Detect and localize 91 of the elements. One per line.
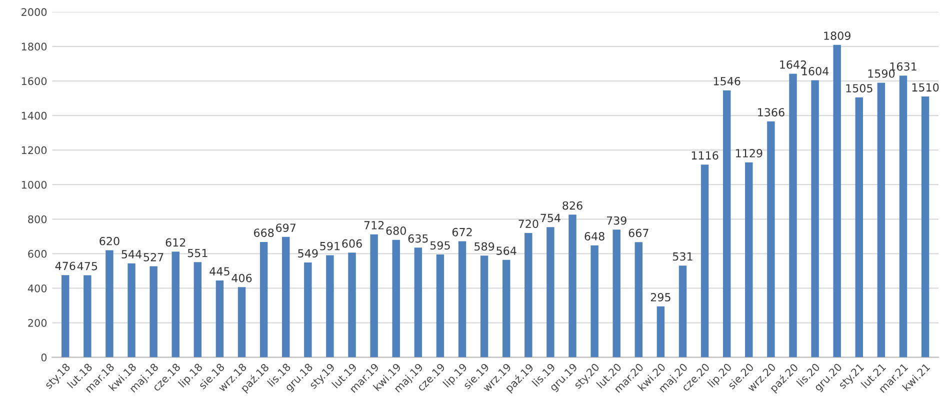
y-tick-label: 1000 xyxy=(22,180,47,189)
data-label: 531 xyxy=(673,252,692,261)
data-label: 527 xyxy=(144,252,164,262)
bar xyxy=(304,262,312,358)
y-tick-label: 1800 xyxy=(22,42,47,51)
y-tick-label: 800 xyxy=(28,215,47,224)
data-label: 476 xyxy=(55,262,76,270)
data-label: 544 xyxy=(122,250,142,258)
data-label: 680 xyxy=(386,226,406,235)
data-label: 606 xyxy=(342,239,362,248)
bar xyxy=(634,242,643,358)
bar xyxy=(899,76,908,358)
data-label: 1546 xyxy=(714,76,740,86)
data-label: 648 xyxy=(584,232,604,240)
bar xyxy=(700,164,709,358)
bar xyxy=(436,254,444,358)
bar xyxy=(612,230,620,358)
data-label: 1366 xyxy=(758,108,784,116)
data-label: 475 xyxy=(77,262,98,270)
bar xyxy=(282,236,290,358)
data-label: 445 xyxy=(210,267,230,276)
y-tick-label: 0 xyxy=(41,354,47,362)
data-label: 754 xyxy=(540,214,560,222)
data-label: 295 xyxy=(650,293,670,302)
y-tick-label: 400 xyxy=(28,284,47,292)
data-label: 1631 xyxy=(890,62,916,71)
bar xyxy=(656,306,665,358)
bar xyxy=(106,250,114,358)
bar xyxy=(216,280,224,358)
data-label: 1116 xyxy=(692,151,718,160)
bar xyxy=(678,266,687,358)
bar xyxy=(877,82,886,358)
data-label: 549 xyxy=(298,249,318,258)
data-label: 1590 xyxy=(868,69,895,78)
data-label: 1604 xyxy=(802,66,829,76)
bar xyxy=(414,248,422,358)
data-label: 635 xyxy=(408,234,428,243)
data-label: 591 xyxy=(320,242,340,250)
bar xyxy=(767,121,775,358)
y-tick-label: 600 xyxy=(28,250,47,258)
bar xyxy=(480,256,488,358)
bar xyxy=(568,214,576,358)
data-label: 1510 xyxy=(912,83,939,92)
data-label: 667 xyxy=(628,228,648,238)
bar xyxy=(238,287,246,358)
bar xyxy=(84,275,92,358)
data-label: 1129 xyxy=(736,148,762,158)
y-tick-label: 1400 xyxy=(22,112,47,120)
data-label: 564 xyxy=(496,246,516,255)
bar xyxy=(150,266,158,358)
bar xyxy=(745,162,753,358)
data-label: 668 xyxy=(254,228,274,238)
bar xyxy=(260,242,268,358)
bar xyxy=(833,44,841,358)
bar xyxy=(458,241,466,358)
bar xyxy=(855,97,863,358)
y-tick-label: 200 xyxy=(28,318,47,327)
data-label: 720 xyxy=(518,220,538,228)
y-tick-label: 2000 xyxy=(22,8,47,16)
y-tick-label: 1200 xyxy=(22,146,47,154)
data-label: 551 xyxy=(188,248,208,258)
data-label: 1642 xyxy=(780,60,806,69)
data-label: 612 xyxy=(166,238,186,247)
bar xyxy=(546,227,554,358)
data-label: 406 xyxy=(232,274,252,282)
bar xyxy=(194,262,202,358)
data-label: 672 xyxy=(452,228,472,236)
data-label: 620 xyxy=(100,236,120,246)
bar xyxy=(789,74,797,358)
bar xyxy=(722,90,731,358)
bar xyxy=(62,275,70,358)
data-label: 1809 xyxy=(824,32,850,40)
bar xyxy=(172,252,180,358)
data-label: 595 xyxy=(430,241,450,250)
bar xyxy=(590,245,598,358)
data-label: 826 xyxy=(562,201,582,210)
y-tick-label: 1600 xyxy=(22,77,47,86)
bar xyxy=(392,240,400,358)
bar xyxy=(326,255,334,358)
bar xyxy=(502,260,510,358)
data-label: 697 xyxy=(276,224,296,232)
bar xyxy=(370,234,378,358)
data-label: 739 xyxy=(606,216,626,225)
data-label: 1505 xyxy=(846,84,872,92)
bar xyxy=(128,263,136,358)
data-label: 589 xyxy=(474,242,494,251)
bar xyxy=(524,232,532,358)
bar xyxy=(921,96,930,358)
data-label: 712 xyxy=(364,221,384,230)
bar xyxy=(811,80,819,358)
bar xyxy=(348,252,356,358)
